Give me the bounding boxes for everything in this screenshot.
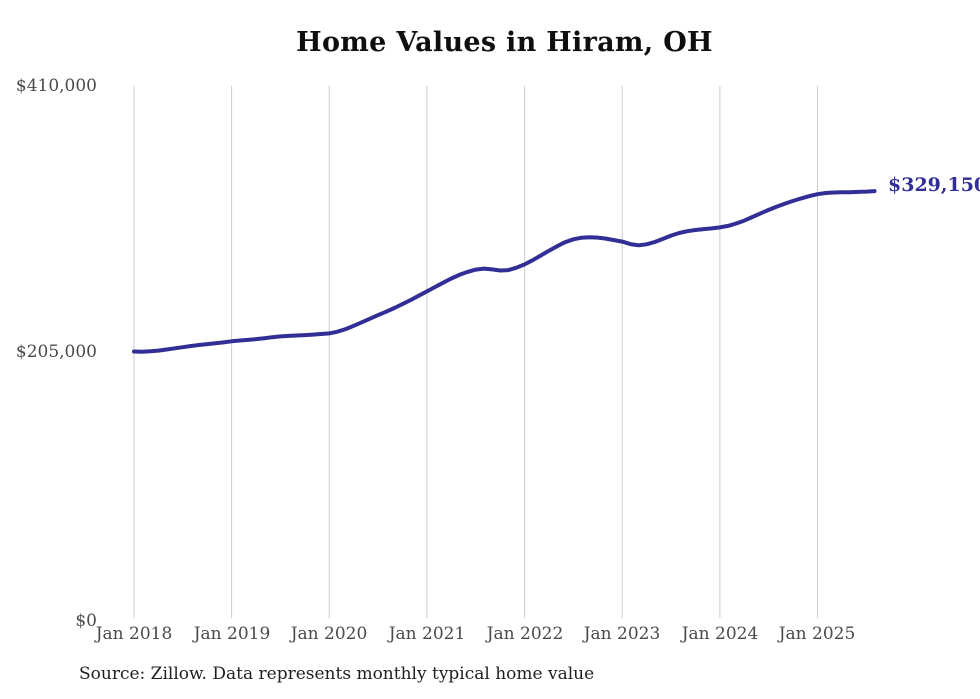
y-tick-label-max: $410,000 [15, 76, 97, 96]
x-tick-label-2023: Jan 2023 [583, 624, 661, 644]
chart-title: Home Values in Hiram, OH [296, 27, 713, 58]
y-tick-label-zero: $0 [75, 611, 97, 631]
x-tick-label-2018: Jan 2018 [95, 624, 173, 644]
x-tick-label-2024: Jan 2024 [681, 624, 759, 644]
x-tick-label-2022: Jan 2022 [486, 624, 564, 644]
x-tick-label-2019: Jan 2019 [193, 624, 271, 644]
source-note: Source: Zillow. Data represents monthly … [79, 664, 595, 684]
home-value-series-line [132, 189, 877, 354]
final-value-label: $329,150 [888, 174, 980, 196]
x-tick-label-2025: Jan 2025 [778, 624, 856, 644]
x-tick-label-2021: Jan 2021 [388, 624, 466, 644]
y-tick-label-mid: $205,000 [15, 342, 97, 362]
x-tick-label-2020: Jan 2020 [290, 624, 368, 644]
